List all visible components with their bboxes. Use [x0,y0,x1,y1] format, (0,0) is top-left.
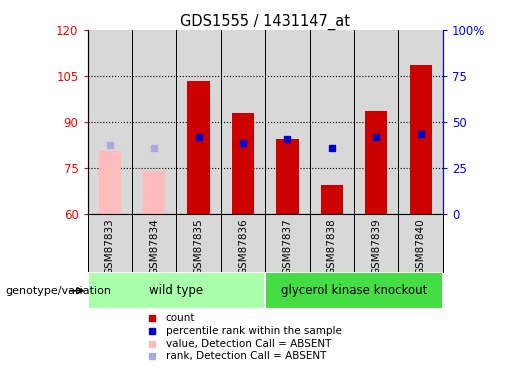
Text: value, Detection Call = ABSENT: value, Detection Call = ABSENT [166,339,331,348]
Bar [88,272,265,309]
Bar [187,81,210,214]
Text: GSM87833: GSM87833 [105,219,115,275]
Text: GSM87837: GSM87837 [282,219,293,275]
Title: GDS1555 / 1431147_at: GDS1555 / 1431147_at [180,14,350,30]
Bar [277,139,299,214]
Text: GSM87836: GSM87836 [238,219,248,275]
Bar [232,113,254,214]
Bar [265,272,443,309]
Text: GSM87840: GSM87840 [416,219,426,275]
Bar [99,151,121,214]
Text: GSM87835: GSM87835 [194,219,203,275]
Bar [409,65,432,214]
Text: rank, Detection Call = ABSENT: rank, Detection Call = ABSENT [166,351,326,361]
Text: GSM87838: GSM87838 [327,219,337,275]
Bar [321,185,343,214]
Text: GSM87839: GSM87839 [371,219,381,275]
Text: percentile rank within the sample: percentile rank within the sample [166,326,341,336]
Bar [143,171,165,214]
Text: count: count [166,313,195,323]
Text: GSM87834: GSM87834 [149,219,159,275]
Bar [365,111,387,214]
Text: wild type: wild type [149,284,203,297]
Text: genotype/variation: genotype/variation [5,286,111,296]
Text: glycerol kinase knockout: glycerol kinase knockout [281,284,427,297]
